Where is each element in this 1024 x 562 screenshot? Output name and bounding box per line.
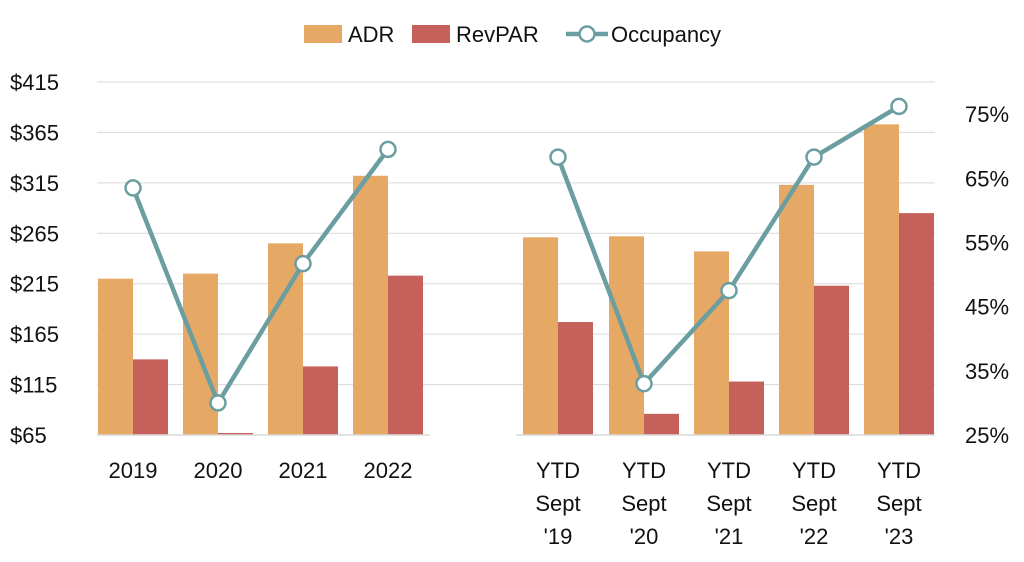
occupancy-point (124, 179, 142, 197)
bar-revpar (303, 366, 338, 435)
y-left-tick-label: $65 (10, 423, 47, 448)
x-tick-label: 2021 (279, 458, 328, 483)
x-tick-label-line: '21 (715, 524, 744, 549)
x-tick-label-line: YTD (877, 458, 921, 483)
y-left-tick-label: $165 (10, 322, 59, 347)
occupancy-point (379, 140, 397, 159)
x-tick-label-line: '23 (885, 524, 914, 549)
bar-revpar (133, 359, 168, 435)
x-tick-label-line: '19 (544, 524, 573, 549)
x-tick-label-line: Sept (535, 491, 580, 516)
bar-adr (353, 175, 388, 435)
bar-revpar (558, 322, 593, 435)
bar-adr (779, 184, 814, 435)
x-tick-label: 2020 (194, 458, 243, 483)
y-left-tick-label: $365 (10, 120, 59, 145)
occupancy-point (890, 97, 908, 116)
occupancy-point (294, 254, 312, 273)
y-right-tick-label: 75% (965, 102, 1009, 127)
legend-label-adr: ADR (348, 22, 394, 47)
y-right-tick-label: 25% (965, 423, 1009, 448)
bar-adr (523, 237, 558, 435)
x-tick-label: YTD Sept '21 (706, 458, 751, 549)
y-right-tick-label: 45% (965, 295, 1009, 320)
occupancy-point (635, 374, 653, 393)
y-axis-right: 75% 65% 55% 45% 35% 25% (965, 102, 1009, 448)
occupancy-point (805, 148, 823, 166)
bar-revpar (729, 381, 764, 435)
occupancy-point (209, 394, 227, 412)
y-right-tick-label: 55% (965, 230, 1009, 255)
legend-swatch-occupancy-marker (578, 25, 596, 43)
bar-revpar (899, 213, 934, 435)
x-axis-labels: 2019 2020 2021 2022 YTD Sept '19 YTD Sept '20 YTD S… (109, 458, 922, 549)
bar-revpar (814, 285, 849, 435)
x-tick-label-line: 2020 (194, 458, 243, 483)
bar-adr (864, 124, 899, 436)
occupancy-point (720, 281, 738, 300)
y-left-tick-label: $215 (10, 272, 59, 297)
bar-revpar (644, 413, 679, 435)
y-left-tick-label: $265 (10, 221, 59, 246)
y-left-tick-label: $415 (10, 70, 59, 95)
x-tick-label-line: YTD (536, 458, 580, 483)
x-tick-label-line: 2021 (279, 458, 328, 483)
y-left-tick-label: $315 (10, 171, 59, 196)
y-right-tick-label: 35% (965, 359, 1009, 384)
x-tick-label: YTD Sept '22 (791, 458, 836, 549)
y-left-tick-label: $115 (10, 373, 57, 398)
x-tick-label: YTD Sept '23 (876, 458, 921, 549)
legend-label-revpar: RevPAR (456, 22, 539, 47)
bar-adr (98, 278, 133, 435)
bar-revpar (388, 275, 423, 435)
legend-swatch-adr (304, 25, 342, 43)
x-tick-label-line: '22 (800, 524, 829, 549)
x-tick-label: 2022 (364, 458, 413, 483)
x-tick-label-line: Sept (621, 491, 666, 516)
bar-adr (694, 251, 729, 435)
x-tick-label-line: YTD (792, 458, 836, 483)
gridlines (97, 81, 935, 386)
legend-swatch-revpar (412, 25, 450, 43)
legend: ADR RevPAR Occupancy (304, 22, 721, 47)
x-tick-label-line: Sept (876, 491, 921, 516)
x-tick-label-line: Sept (791, 491, 836, 516)
x-tick-label-line: 2019 (109, 458, 158, 483)
x-tick-label: YTD Sept '19 (535, 458, 580, 549)
x-tick-label-line: '20 (630, 524, 659, 549)
occupancy-line-annual (130, 148, 390, 406)
y-axis-left: $415 $365 $315 $265 $215 $165 $115 $65 (10, 70, 59, 448)
x-tick-label-line: YTD (707, 458, 751, 483)
x-tick-label-line: YTD (622, 458, 666, 483)
bars (98, 124, 934, 436)
x-tick-label: 2019 (109, 458, 158, 483)
bar-revpar (218, 432, 253, 435)
occupancy-line (124, 97, 908, 412)
y-right-tick-label: 65% (965, 166, 1009, 191)
occupancy-point (549, 148, 567, 166)
x-tick-label-line: Sept (706, 491, 751, 516)
x-tick-label-line: 2022 (364, 458, 413, 483)
x-tick-label: YTD Sept '20 (621, 458, 666, 549)
legend-label-occupancy: Occupancy (611, 22, 721, 47)
